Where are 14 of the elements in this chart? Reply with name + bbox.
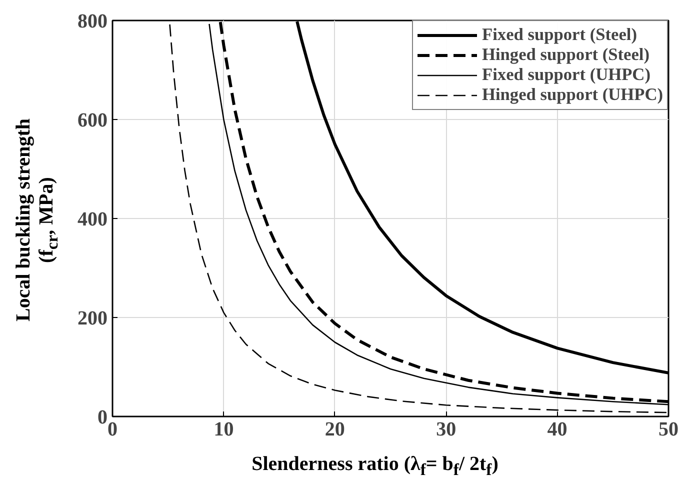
x-tick-label: 40 [547, 418, 568, 440]
legend-label: Hinged support (UHPC) [482, 85, 663, 105]
x-axis-title: Slenderness ratio (λ$_{f}$= b$_{f}$/ 2t$_{f}$) [250, 453, 500, 480]
x-tick-label: 10 [214, 418, 234, 440]
legend-label: Fixed support (UHPC) [482, 65, 650, 85]
x-tick-label: 50 [658, 418, 678, 440]
legend-label: Hinged support (Steel) [482, 45, 650, 65]
y-tick-label: 600 [78, 110, 108, 132]
y-tick-label: 800 [78, 10, 108, 32]
y-tick-label: 200 [78, 308, 108, 330]
x-tick-label: 30 [436, 418, 456, 440]
legend-label: Fixed support (Steel) [482, 25, 637, 45]
y-tick-label: 400 [78, 208, 108, 230]
x-tick-label: 20 [324, 418, 345, 440]
